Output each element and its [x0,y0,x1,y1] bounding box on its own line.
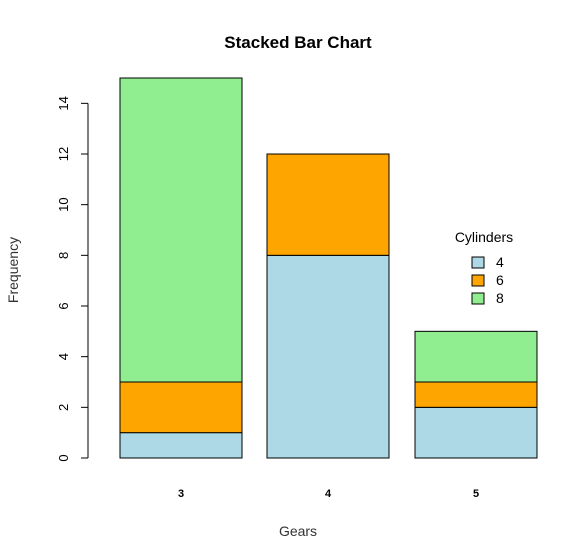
legend-swatch [471,292,485,305]
x-tick-label: 5 [473,488,479,500]
legend-label: 4 [496,254,504,270]
bar-gear-3-cyl-6 [119,381,243,434]
legend-label: 6 [496,272,504,288]
legend-title: Cylinders [455,229,513,245]
x-tick-label: 3 [178,488,184,500]
y-axis-label: Frequency [5,237,21,303]
y-tick-label: 6 [56,302,71,309]
y-tick-label: 0 [56,454,71,461]
y-tick-label: 2 [56,404,71,411]
x-axis-label: Gears [279,523,317,539]
y-tick-label: 10 [56,197,71,211]
bar-gear-5-cyl-6 [414,381,538,408]
x-axis-tick-labels: 3 4 5 [178,488,479,500]
y-tick-label: 12 [56,147,71,161]
legend: Cylinders 4 6 8 [455,229,513,306]
y-tick-label: 14 [56,96,71,110]
y-tick-label: 8 [56,252,71,259]
x-tick-label: 4 [325,488,332,500]
bar-gear-4-cyl-6 [266,153,390,256]
bar-gear-5-cyl-4 [414,406,538,459]
bars-group [119,77,538,459]
y-tick-label: 4 [56,353,71,360]
legend-swatch [471,274,485,287]
bar-gear-4-cyl-4 [266,254,390,459]
legend-swatch [471,256,485,269]
y-axis: 0 2 4 6 8 10 12 14 [56,96,89,462]
chart-title: Stacked Bar Chart [224,33,372,52]
bar-gear-3-cyl-8 [119,77,243,383]
legend-label: 8 [496,290,504,306]
bar-gear-5-cyl-8 [414,330,538,383]
bar-gear-3-cyl-4 [119,432,243,459]
